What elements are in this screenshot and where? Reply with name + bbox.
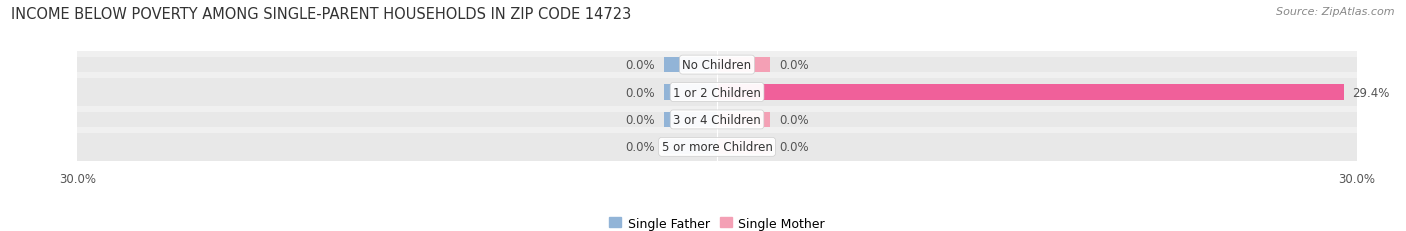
Bar: [664, 58, 717, 73]
Text: 0.0%: 0.0%: [626, 141, 655, 154]
Bar: [717, 140, 770, 155]
Text: 0.0%: 0.0%: [779, 141, 808, 154]
Bar: [77, 58, 1357, 73]
Text: 0.0%: 0.0%: [626, 59, 655, 72]
Bar: [664, 140, 717, 155]
Bar: [717, 85, 1344, 100]
Bar: [77, 79, 1357, 106]
Text: 0.0%: 0.0%: [626, 86, 655, 99]
Bar: [77, 85, 1357, 100]
Text: 3 or 4 Children: 3 or 4 Children: [673, 113, 761, 126]
Text: 1 or 2 Children: 1 or 2 Children: [673, 86, 761, 99]
Text: 5 or more Children: 5 or more Children: [662, 141, 772, 154]
Bar: [77, 140, 1357, 155]
Bar: [664, 112, 717, 128]
Text: 0.0%: 0.0%: [779, 113, 808, 126]
Text: 29.4%: 29.4%: [1353, 86, 1391, 99]
Bar: [77, 106, 1357, 134]
Bar: [717, 112, 770, 128]
Text: No Children: No Children: [682, 59, 752, 72]
Bar: [77, 134, 1357, 161]
Bar: [717, 58, 770, 73]
Bar: [77, 52, 1357, 79]
Text: Source: ZipAtlas.com: Source: ZipAtlas.com: [1277, 7, 1395, 17]
Bar: [664, 85, 717, 100]
Legend: Single Father, Single Mother: Single Father, Single Mother: [605, 212, 830, 231]
Bar: [77, 112, 1357, 128]
Text: 0.0%: 0.0%: [779, 59, 808, 72]
Text: 0.0%: 0.0%: [626, 113, 655, 126]
Text: INCOME BELOW POVERTY AMONG SINGLE-PARENT HOUSEHOLDS IN ZIP CODE 14723: INCOME BELOW POVERTY AMONG SINGLE-PARENT…: [11, 7, 631, 22]
